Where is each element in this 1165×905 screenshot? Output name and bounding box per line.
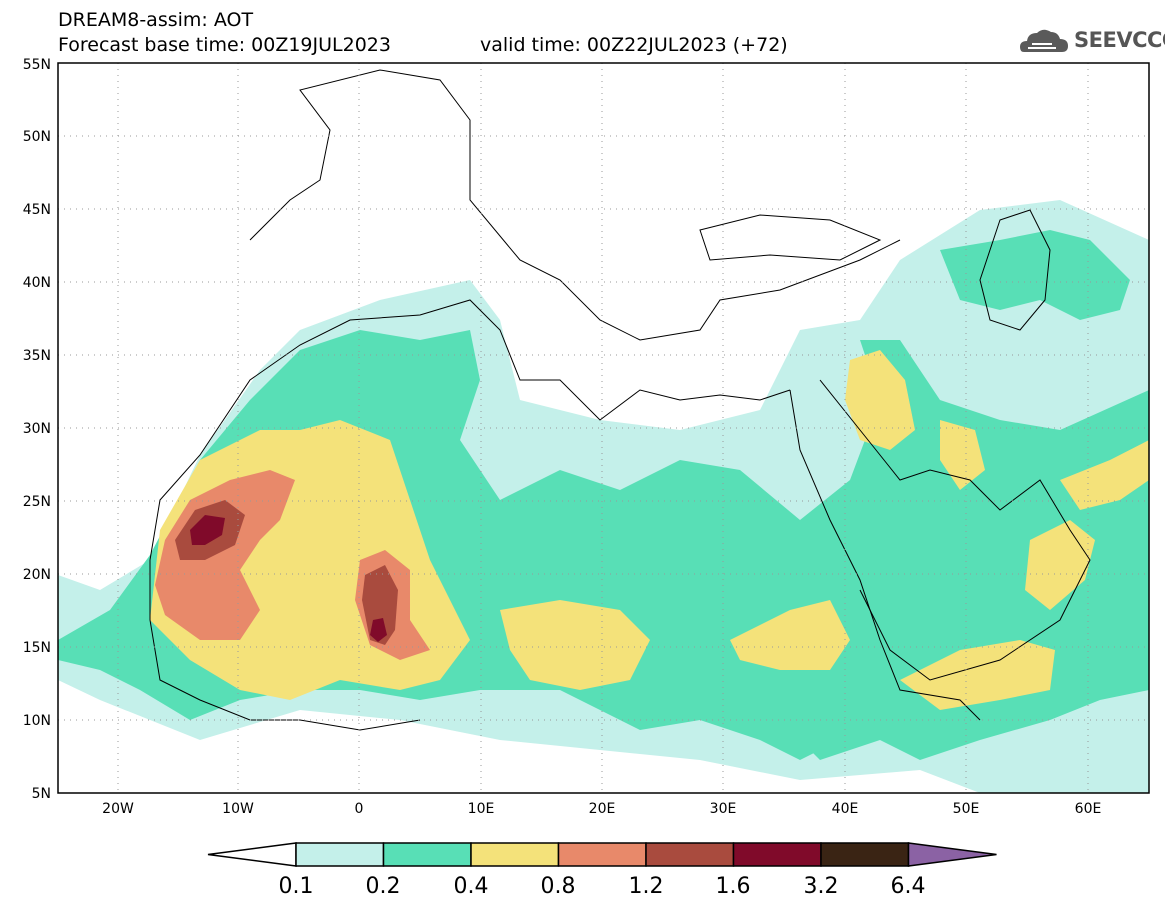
- forecast-base-time: Forecast base time: 00Z19JUL2023: [58, 34, 391, 56]
- lat-tick-label: 35N: [23, 348, 51, 364]
- lat-tick-label: 15N: [23, 640, 51, 656]
- lat-tick-label: 25N: [23, 494, 51, 510]
- lon-tick-labels: 20W 10W 0 10E 20E 30E 40E 50E 60E: [102, 801, 1101, 817]
- coastline-africa-north: [149, 299, 791, 561]
- lat-tick-label: 40N: [23, 275, 51, 291]
- lon-tick-label: 20E: [589, 801, 616, 817]
- lat-tick-labels: 55N 50N 45N 40N 35N 30N 25N 20N 15N 10N …: [23, 57, 51, 802]
- lat-tick-label: 5N: [32, 786, 51, 802]
- aot-contour-1.6-mali: [370, 618, 387, 642]
- lon-tick-label: 10W: [222, 801, 254, 817]
- lon-tick-label: 60E: [1075, 801, 1102, 817]
- lon-tick-label: 20W: [102, 801, 134, 817]
- aot-contour-1.6-west: [190, 515, 225, 545]
- aot-contour-0.4-central: [500, 600, 650, 690]
- aot-contour-0.4-sudan: [730, 600, 850, 670]
- lat-tick-label: 10N: [23, 713, 51, 729]
- aot-contour-1.2-mali: [362, 565, 398, 645]
- lon-tick-label: 40E: [832, 801, 859, 817]
- lon-tick-label: 10E: [468, 801, 495, 817]
- aot-contour-0.2-caspian: [940, 230, 1130, 320]
- plot-frame: [57, 62, 1150, 794]
- lat-tick-label: 50N: [23, 129, 51, 145]
- aot-contour-0.4-arabia-north: [845, 350, 915, 450]
- aot-contour-0.4-yemen: [900, 640, 1055, 710]
- aot-contour-0.4-gulf: [940, 420, 985, 490]
- valid-time: valid time: 00Z22JUL2023 (+72): [480, 34, 788, 56]
- lat-tick-label: 55N: [23, 57, 51, 73]
- coastline-africa-west: [149, 560, 421, 731]
- lat-tick-label: 45N: [23, 202, 51, 218]
- lon-tick-label: 30E: [710, 801, 737, 817]
- lat-tick-label: 20N: [23, 567, 51, 583]
- lat-tick-label: 30N: [23, 421, 51, 437]
- aot-contour-0.8-west: [155, 470, 295, 640]
- coastlines: [149, 69, 1091, 731]
- coastline-caspian: [979, 209, 1051, 331]
- coastline-arabia: [819, 379, 1091, 681]
- coastline-europe: [249, 69, 901, 341]
- lon-tick-label: 0: [355, 801, 364, 817]
- lon-tick-label: 50E: [953, 801, 980, 817]
- coastline-black-sea: [699, 214, 882, 261]
- map-title: DREAM8-assim: AOT: [58, 9, 254, 31]
- logo-text: SEEVCCC: [1074, 28, 1165, 52]
- aot-contour-0.4-oman: [1025, 520, 1095, 610]
- aot-field: [58, 200, 1149, 793]
- cloud-logo-icon: [1020, 29, 1068, 52]
- aot-contour-0.4-iran: [1060, 440, 1149, 510]
